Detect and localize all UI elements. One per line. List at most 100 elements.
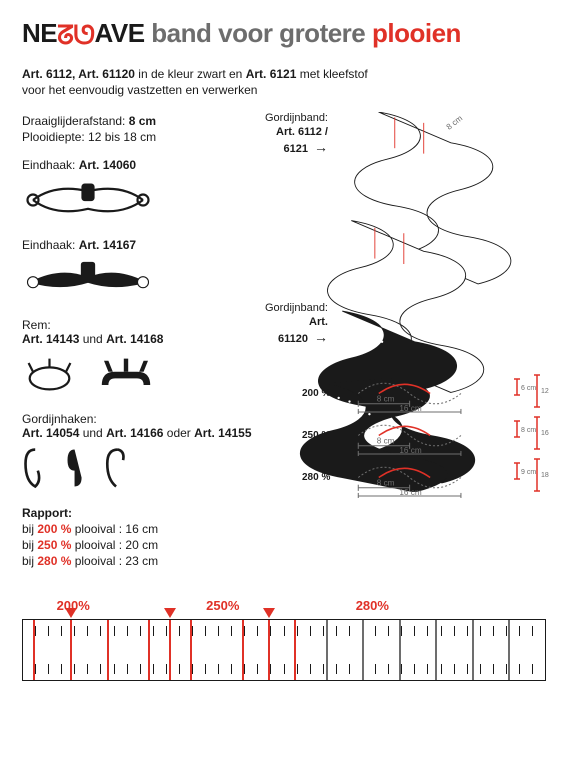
svg-text:8 cm: 8 cm	[445, 114, 465, 132]
band-mark	[70, 600, 72, 680]
band-cell	[36, 626, 49, 636]
eindhaak-1-icon	[22, 178, 154, 222]
rem-1-icon	[22, 352, 77, 396]
band-mark	[33, 600, 35, 680]
band-cell	[49, 664, 62, 674]
band-cell	[363, 664, 376, 674]
band-cell	[376, 626, 389, 636]
rapport-row: bij 250 % plooival : 20 cm	[22, 538, 270, 552]
band-mark	[190, 600, 192, 680]
band-cell	[206, 626, 219, 636]
band-cell	[128, 664, 141, 674]
eindhaak-1-block: Eindhaak: Art. 14060	[22, 158, 270, 224]
band-cell	[494, 626, 507, 636]
band-cell	[154, 664, 167, 674]
haken-2-icon	[64, 446, 85, 490]
haken-oder: oder	[163, 426, 194, 440]
eindhaak-2-icon	[22, 258, 154, 302]
band-cell	[350, 626, 363, 636]
eindhaak-2-block: Eindhaak: Art. 14167	[22, 238, 270, 304]
title-mid: band voor grotere	[145, 18, 372, 48]
title-pre: NE	[22, 18, 57, 48]
svg-text:12 cm: 12 cm	[541, 388, 549, 395]
haken-block: Gordijnhaken: Art. 14054 und Art. 14166 …	[22, 412, 270, 492]
haken-label: Gordijnhaken:	[22, 412, 270, 426]
band-cell	[468, 664, 481, 674]
rapport-block: Rapport: bij 200 % plooival : 16 cm bij 2…	[22, 506, 270, 568]
left-column: Draaiglijderafstand: 8 cm Plooidiepte: 1…	[22, 112, 270, 582]
intro-t1: in de kleur zwart en	[135, 67, 246, 81]
rapport-title: Rapport:	[22, 506, 270, 520]
rem-und: und	[79, 332, 106, 346]
right-column: Gordijnband: Art. 6112 / 6121→ Gordijnba…	[288, 112, 546, 582]
title-post: AVE	[95, 18, 145, 48]
band-cell	[350, 664, 363, 674]
svg-text:16 cm: 16 cm	[399, 488, 422, 497]
band-cell	[520, 626, 533, 636]
eindhaak-1-label: Eindhaak:	[22, 158, 79, 172]
band-cell	[415, 626, 428, 636]
svg-text:16 cm: 16 cm	[541, 430, 549, 437]
band-cell	[206, 664, 219, 674]
band-cell	[88, 664, 101, 674]
spec-1-value: 8 cm	[129, 114, 156, 128]
band-mark	[148, 600, 150, 680]
eindhaak-2-art: Art. 14167	[79, 238, 136, 252]
band-cell	[115, 626, 128, 636]
band-cell	[245, 664, 258, 674]
band-mark	[169, 600, 171, 680]
band-cell	[533, 626, 545, 636]
band-cell	[75, 626, 88, 636]
band-cell	[442, 664, 455, 674]
haken-1-icon	[22, 446, 48, 490]
eindhaak-2-label: Eindhaak:	[22, 238, 79, 252]
band-cell	[36, 664, 49, 674]
band-cell	[455, 664, 468, 674]
band-cell	[455, 626, 468, 636]
band-mark	[435, 600, 437, 680]
band-cell	[337, 664, 350, 674]
band-mark	[242, 600, 244, 680]
spec-2: Plooidiepte: 12 bis 18 cm	[22, 130, 270, 144]
intro-art-1: Art. 6112, Art. 61120	[22, 67, 135, 81]
dimension-row: 200 % 8 cm 16 cm 6 cm 12 cm	[302, 372, 550, 414]
rapport-row: bij 280 % plooival : 23 cm	[22, 554, 270, 568]
percentage-label: 280%	[347, 598, 397, 613]
band-mark	[472, 600, 474, 680]
dimension-stack: 200 % 8 cm 16 cm 6 cm 12 cm 250 %	[302, 372, 550, 582]
haken-3-icon	[102, 446, 128, 490]
svg-text:8 cm: 8 cm	[377, 395, 395, 404]
rapport-row: bij 200 % plooival : 16 cm	[22, 522, 270, 536]
title-wave-icon: ᘔᘎ	[57, 20, 94, 52]
rem-label: Rem:	[22, 318, 270, 332]
band-cell	[193, 664, 206, 674]
band-cell	[402, 664, 415, 674]
band-cell	[311, 664, 324, 674]
specs-block: Draaiglijderafstand: 8 cm Plooidiepte: 1…	[22, 114, 270, 144]
intro-art-2: Art. 6121	[246, 67, 297, 81]
band-cell	[219, 626, 232, 636]
band-cell	[481, 664, 494, 674]
title-red: plooien	[372, 18, 461, 48]
band-cell	[415, 664, 428, 674]
haken-und: und	[79, 426, 106, 440]
percentage-label: 250%	[198, 598, 248, 613]
band-cell	[75, 664, 88, 674]
band-cell	[494, 664, 507, 674]
page-title: NEᘔᘎAVE band voor grotere plooien	[22, 18, 546, 52]
band-cell	[271, 664, 284, 674]
band-cell	[481, 626, 494, 636]
intro-text: Art. 6112, Art. 61120 in de kleur zwart …	[22, 66, 382, 98]
band-cell	[154, 626, 167, 636]
band-mark	[362, 600, 364, 680]
band-cell	[298, 626, 311, 636]
band-cell	[128, 626, 141, 636]
band-cell	[141, 664, 154, 674]
svg-text:6 cm: 6 cm	[521, 385, 536, 392]
band-cell	[337, 626, 350, 636]
eindhaak-1-art: Art. 14060	[79, 158, 136, 172]
svg-text:8 cm: 8 cm	[377, 479, 395, 488]
spec-1-label: Draaiglijderafstand:	[22, 114, 129, 128]
band-cell	[193, 626, 206, 636]
band-cell	[311, 626, 324, 636]
